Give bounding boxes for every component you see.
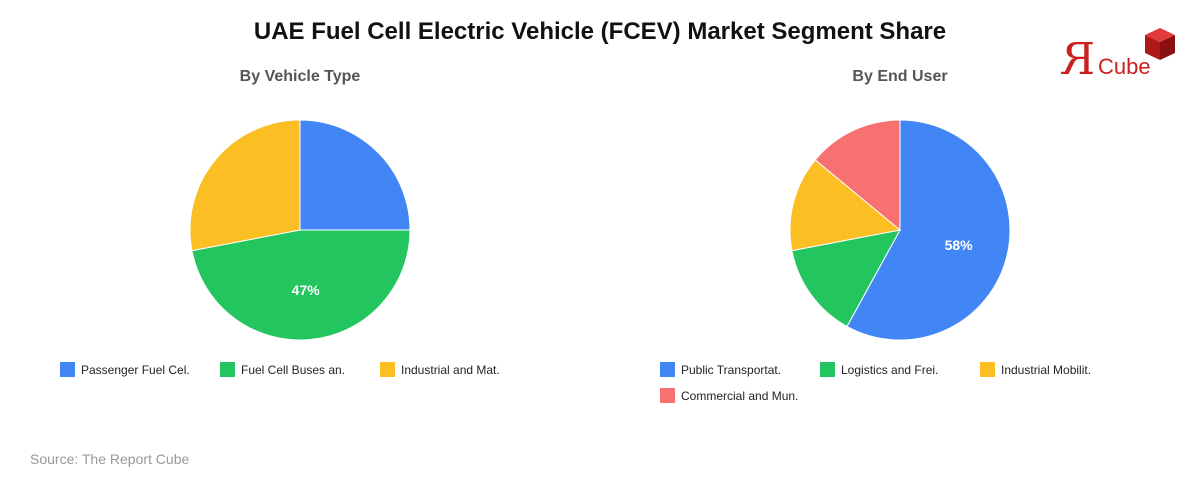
legend-label: Industrial and Mat.	[401, 362, 500, 377]
legend-item-passenger-fuel-cel: Passenger Fuel Cel.	[60, 362, 190, 377]
legend-label: Logistics and Frei.	[841, 362, 939, 377]
legend-swatch	[820, 362, 835, 377]
pie-slice-passenger-fuel-cel	[299, 119, 411, 231]
legend-swatch	[60, 362, 75, 377]
legend-item-fuel-cell-buses-an: Fuel Cell Buses an.	[220, 362, 345, 377]
legend-label: Passenger Fuel Cel.	[81, 362, 190, 377]
legend-item-industrial-and-mat: Industrial and Mat.	[380, 362, 500, 377]
legend-item-logistics-and-frei: Logistics and Frei.	[820, 362, 938, 377]
pie-slice-logistics-and-frei	[791, 229, 901, 328]
cube-icon	[1145, 28, 1175, 60]
data-label-public-transportat: 58%	[945, 237, 974, 253]
legend-label: Commercial and Mun.	[681, 388, 799, 403]
pie-slice-fuel-cell-buses-an	[191, 229, 411, 341]
legend-swatch	[220, 362, 235, 377]
legend-item-public-transportat: Public Transportat.	[660, 362, 781, 377]
data-label-fuel-cell-buses-an: 47%	[292, 282, 321, 298]
pie-chart-vehicle-type: 47%	[189, 119, 411, 341]
legend-swatch	[660, 362, 675, 377]
pie-chart-end-user: 58%	[789, 119, 1011, 341]
chart-title: UAE Fuel Cell Electric Vehicle (FCEV) Ma…	[253, 18, 947, 45]
pie-title-vehicle-type: By Vehicle Type	[239, 68, 361, 85]
logo-letter: R	[1062, 34, 1096, 85]
legend-item-commercial-and-mun: Commercial and Mun.	[660, 388, 798, 403]
logo-text: Cube	[1098, 54, 1151, 79]
pie-slice-industrial-mobilit	[789, 159, 902, 252]
legend-label: Fuel Cell Buses an.	[241, 362, 346, 377]
pie-slice-public-transportat	[846, 119, 1011, 341]
legend-item-industrial-mobilit: Industrial Mobilit.	[980, 362, 1091, 377]
legend-swatch	[380, 362, 395, 377]
report-cube-logo: R Cube	[1060, 26, 1185, 86]
source-note: Source: The Report Cube	[30, 451, 190, 467]
pie-title-end-user: By End User	[852, 68, 948, 85]
pie-slice-commercial-and-mun	[814, 119, 901, 232]
legend-swatch	[980, 362, 995, 377]
legend-label: Industrial Mobilit.	[1001, 362, 1092, 377]
pie-slice-industrial-and-mat	[189, 119, 301, 252]
legend-label: Public Transportat.	[681, 362, 782, 377]
legend-swatch	[660, 388, 675, 403]
